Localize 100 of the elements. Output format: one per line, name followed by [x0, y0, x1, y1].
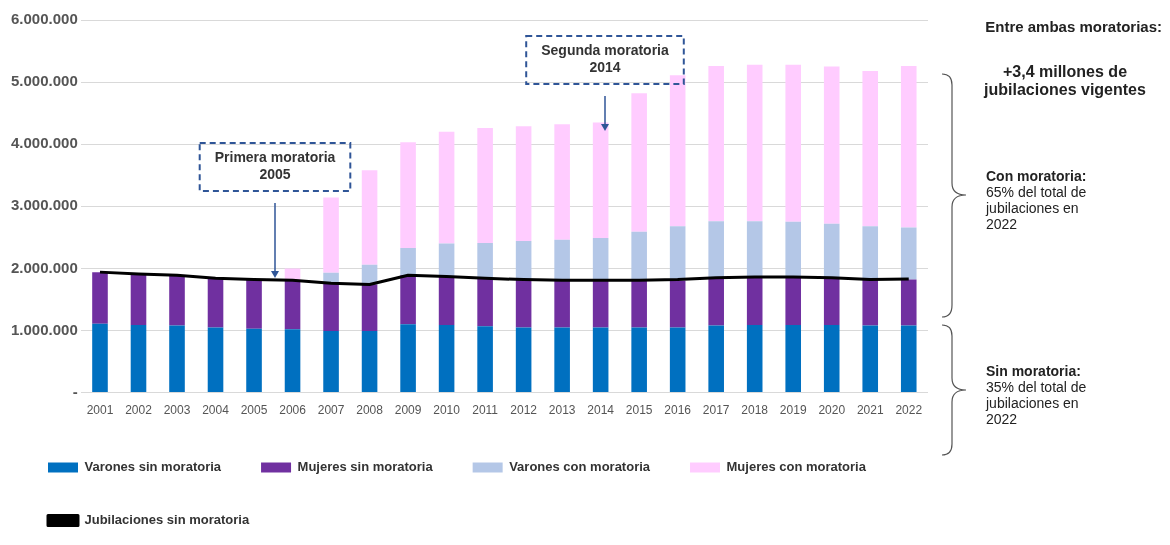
legend-label: Varones sin moratoria: [84, 459, 222, 475]
x-tick-label: 2011: [472, 403, 499, 418]
x-tick-label: 2008: [356, 403, 384, 418]
legend-label: Mujeres con moratoria: [726, 459, 867, 475]
bar: [400, 247, 416, 276]
x-tick-label: 2020: [818, 403, 846, 418]
bar: [669, 327, 686, 393]
bar: [400, 142, 416, 248]
bar: [361, 331, 378, 393]
bar: [592, 237, 609, 281]
bar: [554, 124, 570, 240]
annotation: Primera moratoria 2005: [214, 148, 336, 182]
bar: [592, 122, 609, 238]
bar: [669, 280, 686, 328]
bar: [669, 226, 686, 281]
legend-label: Jubilaciones sin moratoria: [84, 512, 250, 528]
bar: [554, 327, 570, 393]
bar: [823, 278, 840, 325]
bar: [284, 280, 301, 330]
x-tick-label: 2001: [86, 403, 114, 418]
bar: [708, 65, 724, 222]
bar: [130, 273, 147, 325]
text: Con moratoria: 65% del total de jubilaciones en 2022: [986, 168, 1087, 232]
bar: [746, 221, 763, 278]
y-tick-label: 6.000.000: [11, 10, 78, 28]
bar: [862, 279, 879, 326]
bar: [515, 241, 532, 280]
bar: [631, 231, 647, 281]
bar: [400, 324, 416, 393]
bar: [785, 324, 802, 393]
bar: [438, 131, 455, 244]
bar: [631, 280, 647, 328]
bar: [669, 75, 686, 227]
bar: [92, 272, 108, 324]
y-tick-label: 5.000.000: [11, 72, 78, 90]
x-tick-label: 2014: [587, 403, 615, 418]
y-tick-label: 1.000.000: [11, 320, 78, 338]
bar: [900, 325, 917, 393]
bar: [477, 128, 493, 243]
bar: [823, 324, 840, 393]
bar: [169, 275, 185, 326]
x-tick-label: 2003: [163, 403, 191, 418]
x-tick-label: 2007: [317, 403, 345, 418]
bar: [515, 327, 532, 393]
bar: [746, 324, 763, 393]
bar: [361, 284, 378, 332]
x-tick-label: 2016: [664, 403, 692, 418]
x-tick-label: 2015: [625, 403, 653, 418]
bar: [592, 327, 609, 393]
bar: [169, 325, 185, 393]
x-tick-label: 2021: [856, 403, 884, 418]
y-tick-label: 3.000.000: [11, 196, 78, 214]
legend-label: Mujeres sin moratoria: [297, 459, 434, 475]
bar: [207, 327, 224, 393]
x-tick-label: 2009: [394, 403, 422, 418]
bar: [323, 331, 339, 393]
bar: [900, 65, 917, 228]
x-tick-label: 2006: [279, 403, 307, 418]
bar: [400, 275, 416, 325]
bar: [246, 279, 262, 329]
bar: [323, 197, 339, 273]
legend-label: Varones con moratoria: [509, 459, 651, 475]
x-tick-label: 2019: [779, 403, 807, 418]
bar: [323, 283, 339, 332]
bar: [823, 223, 840, 279]
bar: [631, 93, 647, 232]
y-tick-label: 4.000.000: [11, 134, 78, 152]
bar: [785, 277, 802, 325]
text: Sin moratoria: 35% del total de jubilaciones en 2022: [986, 363, 1087, 427]
bar: [515, 126, 532, 242]
bar: [515, 279, 532, 328]
x-tick-label: 2005: [240, 403, 268, 418]
bar: [862, 325, 879, 393]
bar: [900, 279, 917, 326]
bar: [708, 221, 724, 279]
x-tick-label: 2002: [125, 403, 153, 418]
bar: [477, 326, 493, 393]
bar: [554, 239, 570, 281]
bar: [785, 221, 802, 278]
x-tick-label: 2022: [895, 403, 923, 418]
x-tick-label: 2018: [741, 403, 769, 418]
bar: [207, 278, 224, 328]
x-tick-label: 2010: [433, 403, 461, 418]
bar: [477, 242, 493, 279]
x-tick-label: 2013: [548, 403, 576, 418]
x-tick-label: 2012: [510, 403, 538, 418]
bar: [823, 66, 840, 224]
bar: [438, 324, 455, 393]
annotation: Segunda moratoria 2014: [541, 41, 669, 75]
y-tick-label: -: [72, 382, 78, 400]
bar: [438, 277, 455, 325]
bar: [284, 329, 301, 393]
bar: [631, 327, 647, 393]
bar: [246, 328, 262, 393]
bar: [92, 323, 108, 393]
bar: [900, 227, 917, 280]
bar: [130, 324, 147, 393]
bar: [592, 280, 609, 328]
bar: [554, 280, 570, 328]
bar: [477, 278, 493, 327]
